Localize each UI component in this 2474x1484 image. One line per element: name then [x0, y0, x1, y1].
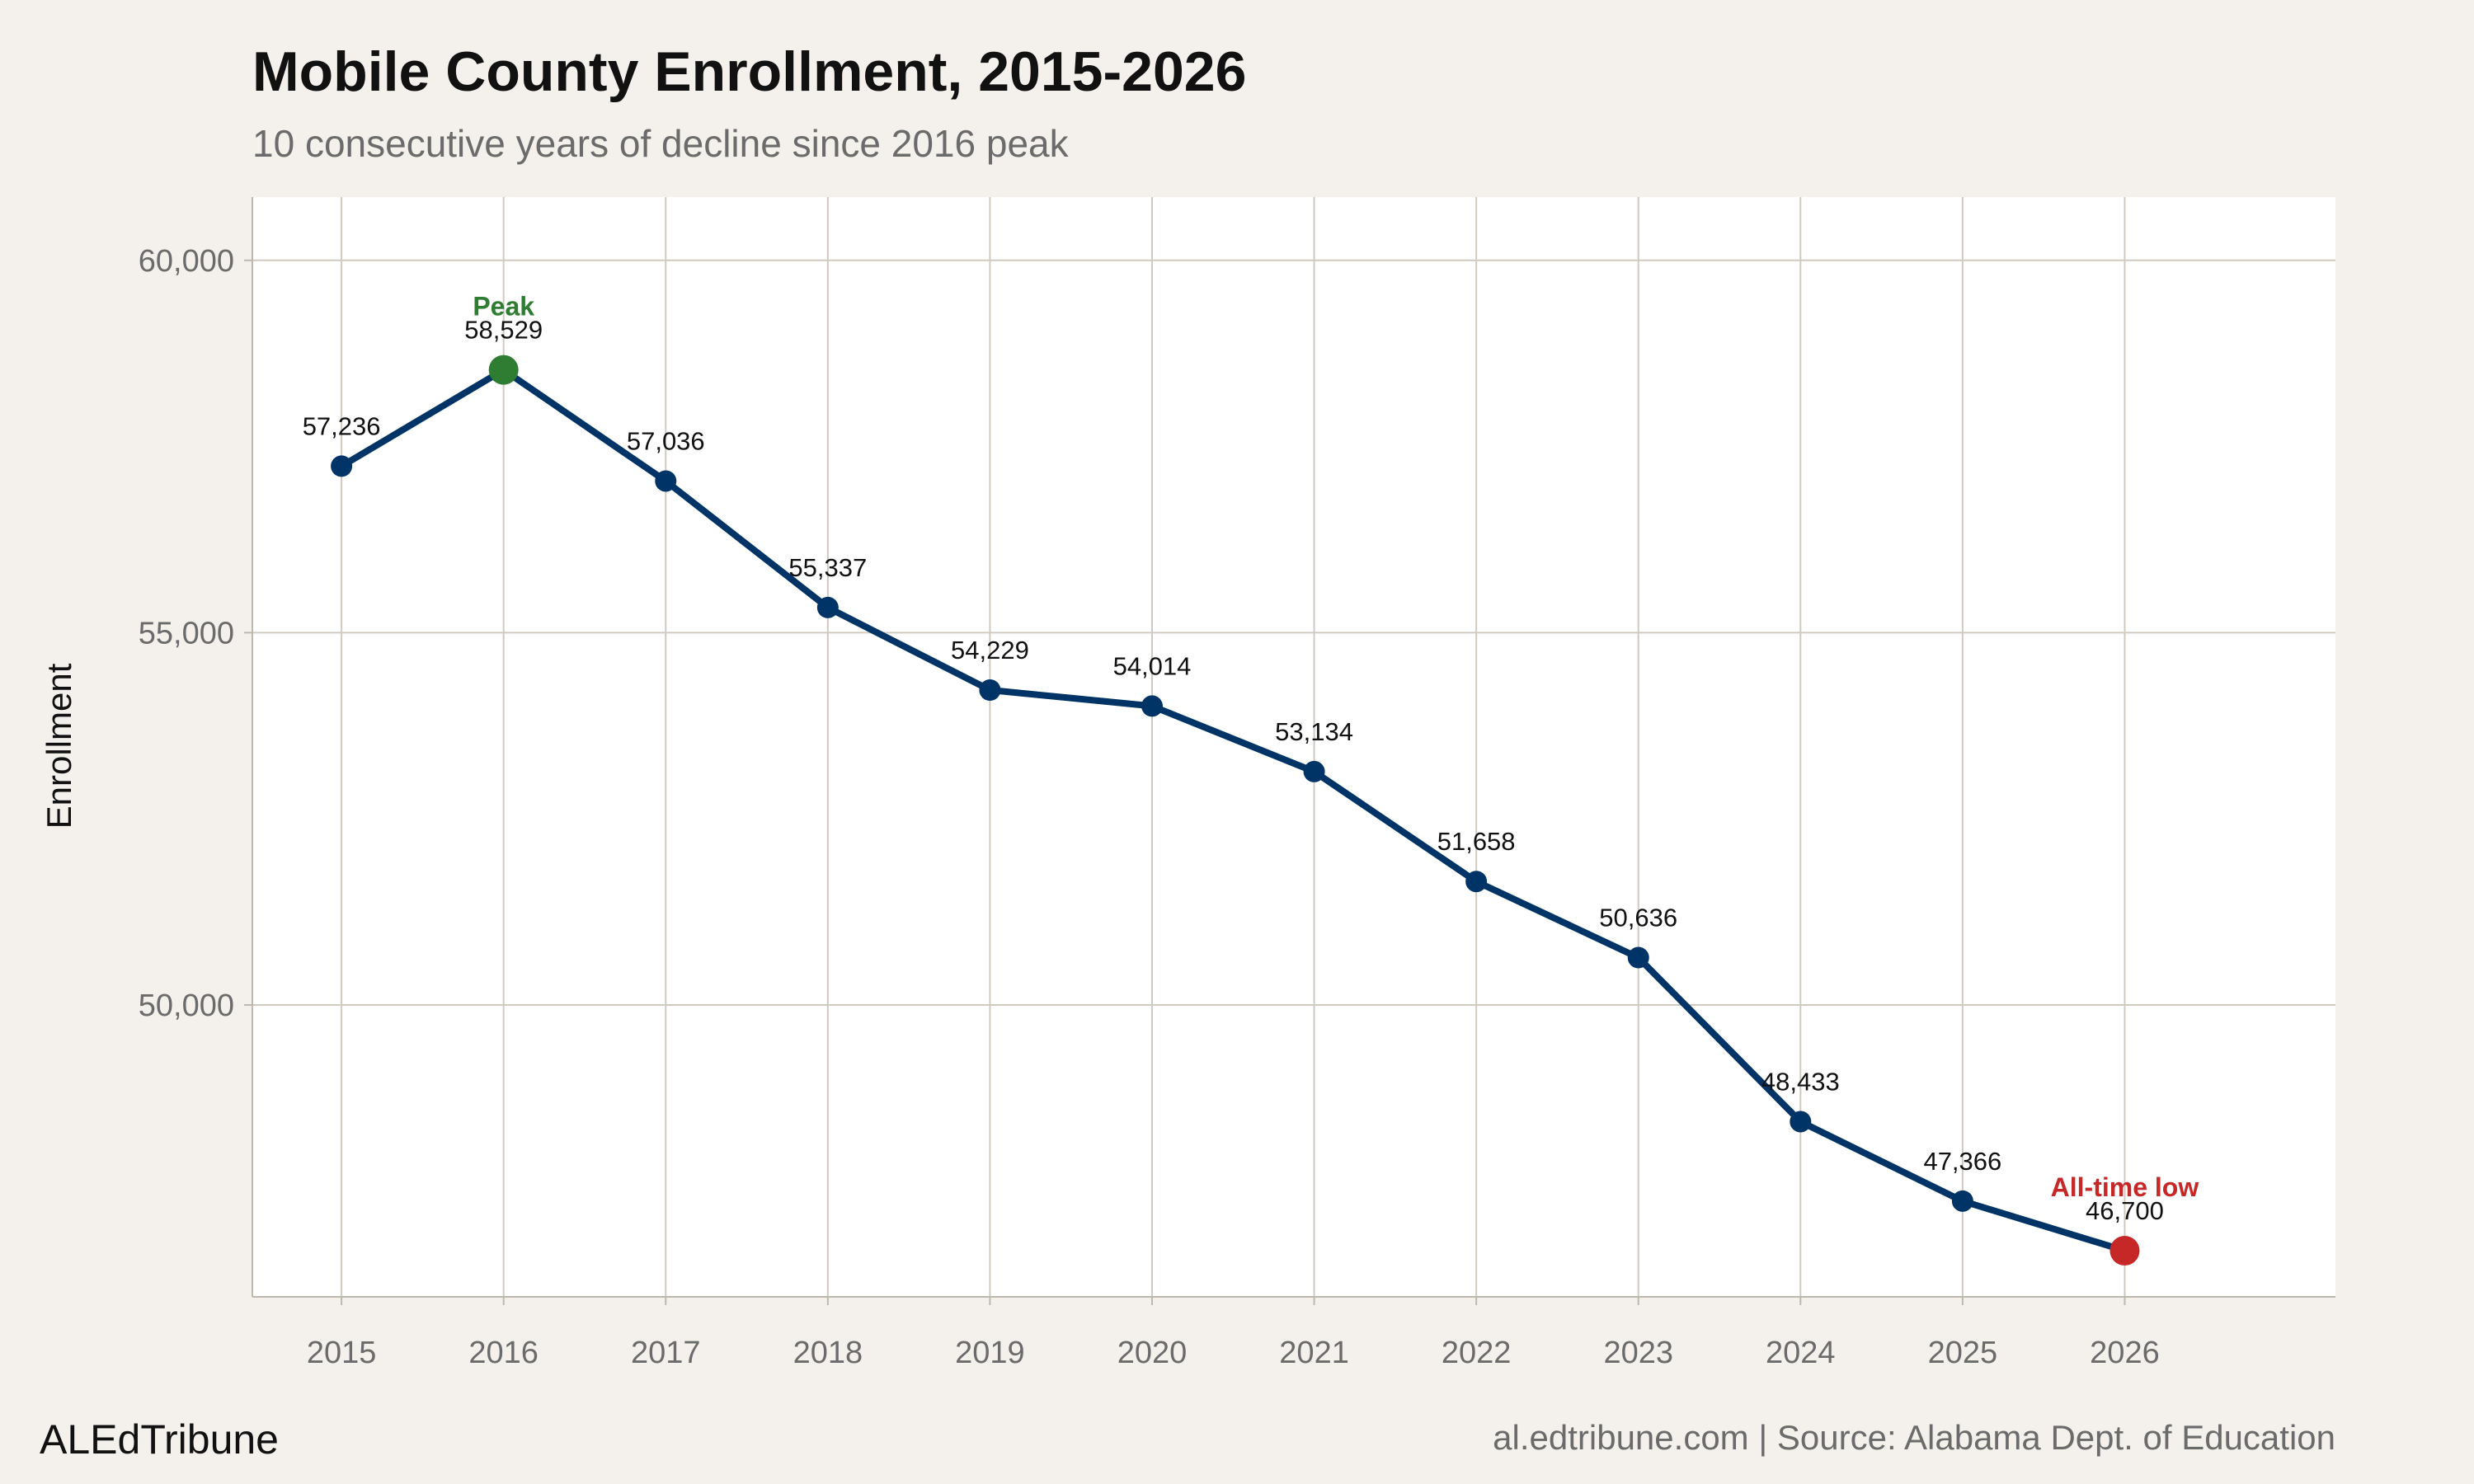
- data-label: 48,433: [1761, 1067, 1840, 1096]
- data-point: [816, 596, 839, 618]
- data-label: 53,134: [1275, 717, 1353, 746]
- plot-panel: [252, 197, 2335, 1297]
- data-point: [331, 455, 353, 477]
- data-point: [1303, 760, 1325, 782]
- data-label: 51,658: [1437, 827, 1516, 856]
- y-tick-label: 50,000: [139, 989, 234, 1023]
- series: 57,236 58,529 57,036 55,337 54,229 54,014 53,1…: [303, 292, 2199, 1266]
- annotation-label: Peak: [473, 292, 534, 322]
- data-point: [1141, 695, 1163, 717]
- data-point: [1951, 1190, 1973, 1212]
- annotation-label: All-time low: [2051, 1172, 2199, 1202]
- source-credit: al.edtribune.com | Source: Alabama Dept.…: [1493, 1418, 2335, 1457]
- x-tick-label: 2025: [1928, 1336, 1998, 1370]
- data-label: 50,636: [1599, 904, 1677, 932]
- y-axis-label: Enrollment: [40, 663, 78, 829]
- y-tick-label: 55,000: [139, 616, 234, 650]
- data-point: [979, 679, 1001, 701]
- x-tick-label: 2015: [307, 1336, 377, 1370]
- x-tick-label: 2021: [1279, 1336, 1349, 1370]
- data-label: 47,366: [1923, 1147, 2001, 1176]
- x-tick-label: 2023: [1603, 1336, 1673, 1370]
- x-tick-label: 2019: [955, 1336, 1025, 1370]
- data-point: [1465, 871, 1488, 893]
- data-label: 57,236: [303, 411, 381, 440]
- gridlines: [244, 197, 2335, 1305]
- series-line: [340, 366, 2126, 1254]
- chart-title: Mobile County Enrollment, 2015-2026: [252, 40, 1246, 103]
- y-tick-label: 60,000: [139, 244, 234, 279]
- x-tick-label: 2024: [1766, 1336, 1836, 1370]
- x-tick-label: 2017: [631, 1336, 701, 1370]
- chart-subtitle: 10 consecutive years of decline since 20…: [252, 122, 1070, 165]
- data-label: 54,014: [1113, 651, 1192, 680]
- data-label: 57,036: [627, 426, 705, 455]
- brand-logo-text: ALEdTribune: [40, 1416, 279, 1463]
- data-label: 46,700: [2086, 1196, 2164, 1225]
- data-point: [655, 470, 677, 492]
- x-tick-label: 2020: [1117, 1336, 1188, 1370]
- y-tick-labels: 50,000 55,000 60,000: [139, 244, 234, 1023]
- data-point: [1627, 946, 1649, 969]
- data-label: 54,229: [951, 636, 1029, 665]
- x-tick-label: 2022: [1442, 1336, 1512, 1370]
- data-label: 58,529: [464, 316, 543, 345]
- x-tick-label: 2016: [468, 1336, 539, 1370]
- x-tick-label: 2026: [2090, 1336, 2160, 1370]
- data-point: [2109, 1236, 2140, 1266]
- data-point: [488, 355, 519, 385]
- data-point: [1790, 1111, 1812, 1133]
- x-tick-labels: 2015 2016 2017 2018 2019 2020 2021 2022 2023 2024…: [307, 1336, 2160, 1370]
- x-tick-label: 2018: [793, 1336, 863, 1370]
- data-label: 55,337: [788, 553, 867, 582]
